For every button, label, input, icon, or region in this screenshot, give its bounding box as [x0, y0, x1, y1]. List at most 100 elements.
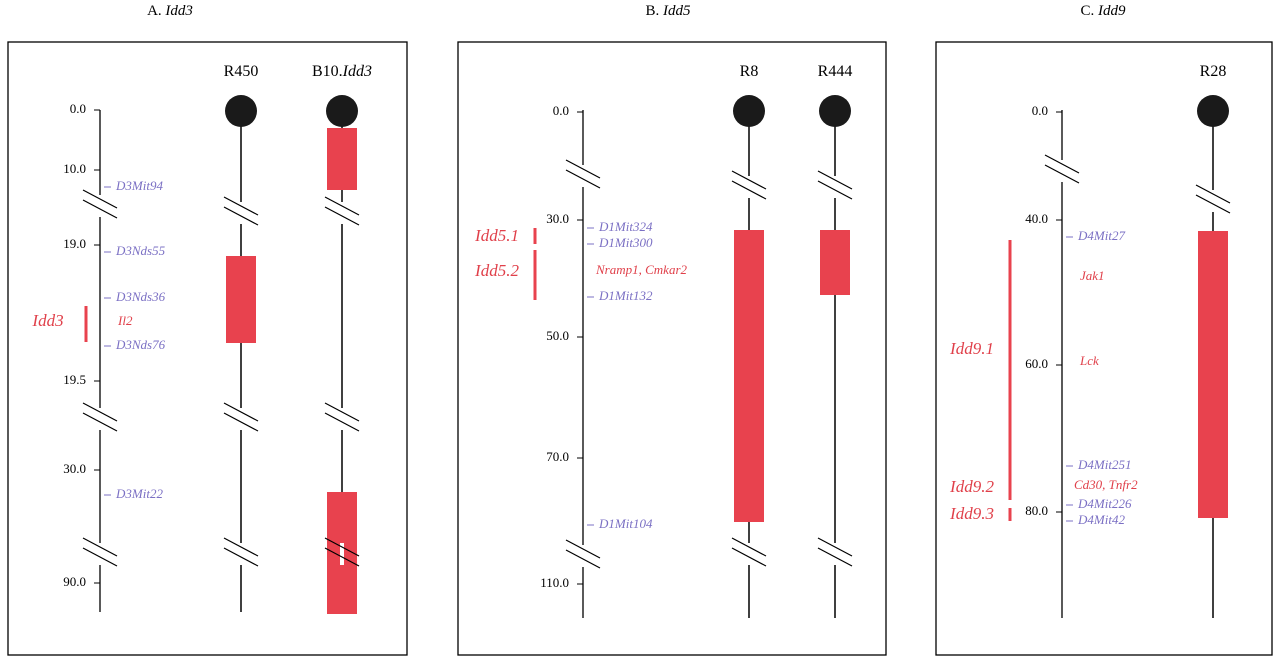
break-mark — [82, 412, 118, 432]
break-mark — [817, 547, 853, 567]
centromere — [733, 95, 765, 127]
marker-label: D1Mit324 — [598, 219, 653, 234]
panel-letter: B. — [645, 3, 659, 19]
break-mark — [324, 412, 360, 432]
break-mark — [82, 402, 118, 422]
donor-segment — [820, 230, 850, 295]
panel-locus: Idd9 — [1097, 3, 1126, 19]
marker-label: D4Mit42 — [1077, 512, 1125, 527]
break-mark — [324, 402, 360, 422]
panel-locus: Idd5 — [662, 3, 691, 19]
qtl-label: Idd9.3 — [949, 504, 994, 523]
marker-label: D1Mit300 — [598, 235, 653, 250]
panel-frame — [457, 41, 887, 656]
gene-label: Jak1 — [1080, 268, 1105, 283]
break-mark — [817, 170, 853, 190]
scale-label: 110.0 — [540, 575, 569, 590]
strain-label: R450 — [224, 63, 259, 80]
break-mark — [731, 180, 767, 200]
break-mark — [223, 196, 259, 216]
marker-label: D3Mit94 — [115, 178, 163, 193]
break-mark — [731, 170, 767, 190]
strain-name: R444 — [818, 63, 853, 80]
break-mark — [565, 159, 601, 179]
qtl-label: Idd9.2 — [949, 477, 994, 496]
marker-label: D1Mit104 — [598, 516, 653, 531]
break-mark — [223, 412, 259, 432]
centromere — [819, 95, 851, 127]
break-mark — [223, 206, 259, 226]
scale-label: 19.5 — [63, 372, 86, 387]
donor-segment — [226, 256, 256, 343]
scale-label: 90.0 — [63, 574, 86, 589]
strain-label: R28 — [1200, 63, 1227, 80]
qtl-label: Idd3 — [31, 311, 63, 330]
marker-label: D3Nds76 — [115, 337, 166, 352]
break-mark — [817, 537, 853, 557]
break-mark — [324, 547, 360, 567]
donor-segment — [734, 230, 764, 522]
centromere — [326, 95, 358, 127]
break-mark — [731, 547, 767, 567]
panel-title: C. Idd9 — [1080, 3, 1126, 19]
scale-label: 30.0 — [63, 461, 86, 476]
gene-label: Nramp1, Cmkar2 — [595, 262, 688, 277]
scale-label: 19.0 — [63, 236, 86, 251]
panel-locus: Idd3 — [164, 3, 193, 19]
scale-label: 0.0 — [1032, 103, 1048, 118]
panel-letter: A. — [147, 3, 162, 19]
marker-label: D3Nds55 — [115, 243, 166, 258]
marker-label: D4Mit226 — [1077, 496, 1132, 511]
scale-label: 80.0 — [1025, 503, 1048, 518]
break-mark — [223, 547, 259, 567]
gene-label: Cd30, Tnfr2 — [1074, 477, 1138, 492]
donor-segment — [1198, 231, 1228, 518]
marker-label: D4Mit251 — [1077, 457, 1131, 472]
marker-label: D3Mit22 — [115, 486, 163, 501]
qtl-label: Idd5.1 — [474, 226, 519, 245]
break-mark — [565, 539, 601, 559]
panel-frame — [935, 41, 1273, 656]
break-mark — [1044, 164, 1080, 184]
break-mark — [1195, 184, 1231, 204]
qtl-label: Idd9.1 — [949, 339, 994, 358]
strain-name: B10. — [312, 63, 343, 80]
break-mark — [223, 537, 259, 557]
qtl-label: Idd5.2 — [474, 261, 519, 280]
break-mark — [324, 196, 360, 216]
strain-label: R8 — [740, 63, 759, 80]
scale-label: 10.0 — [63, 161, 86, 176]
panel-title: B. Idd5 — [645, 3, 691, 19]
scale-label: 40.0 — [1025, 211, 1048, 226]
break-mark — [324, 206, 360, 226]
strain-locus: Idd3 — [342, 63, 372, 80]
break-mark — [324, 537, 360, 557]
scale-label: 30.0 — [546, 211, 569, 226]
strain-name: R8 — [740, 63, 759, 80]
break-mark — [82, 199, 118, 219]
scale-label: 0.0 — [553, 103, 569, 118]
scale-label: 70.0 — [546, 449, 569, 464]
strain-name: R450 — [224, 63, 259, 80]
panel-letter: C. — [1080, 3, 1094, 19]
scale-label: 50.0 — [546, 328, 569, 343]
break-mark — [817, 180, 853, 200]
strain-name: R28 — [1200, 63, 1227, 80]
break-mark — [1195, 194, 1231, 214]
gene-label: Lck — [1079, 353, 1099, 368]
break-mark — [565, 549, 601, 569]
break-mark — [82, 547, 118, 567]
marker-label: D4Mit27 — [1077, 228, 1125, 243]
donor-segment — [327, 128, 357, 190]
panel-frame — [7, 41, 408, 656]
break-mark — [82, 189, 118, 209]
gene-label: Il2 — [117, 313, 133, 328]
centromere — [225, 95, 257, 127]
break-mark — [223, 402, 259, 422]
break-mark — [565, 169, 601, 189]
panel-title: A. Idd3 — [147, 3, 193, 19]
centromere — [1197, 95, 1229, 127]
scale-label: 0.0 — [70, 101, 86, 116]
strain-label: R444 — [818, 63, 853, 80]
